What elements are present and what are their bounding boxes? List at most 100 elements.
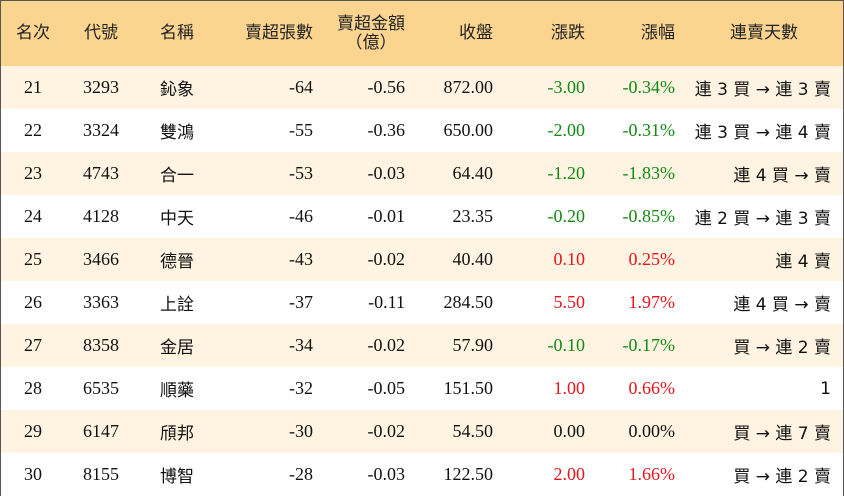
code-cell: 3363 — [83, 292, 119, 312]
header-change: 漲跌 — [551, 23, 585, 43]
change-cell: -3.00 — [547, 77, 586, 97]
net-sell-lots-cell: -30 — [289, 421, 313, 441]
table-row: 30 8155 博智 -28 -0.03 122.50 2.00 1.66% 買 → 連 2 賣 — [1, 453, 843, 496]
net-sell-amount-cell: -0.11 — [368, 292, 405, 312]
close-price-cell: 23.35 — [452, 206, 494, 226]
table-row: 29 6147 頎邦 -30 -0.02 54.50 0.00 0.00% 買 → 連 7 賣 — [1, 410, 843, 453]
streak-cell: 連 4 買 → 賣 — [733, 295, 831, 315]
net-sell-lots-cell: -37 — [289, 292, 313, 312]
header-net-sell-amount: 賣超金額 （億） — [313, 1, 415, 66]
rank-cell: 23 — [24, 163, 42, 183]
rank-cell: 24 — [24, 206, 42, 226]
change-pct-cell: 0.66% — [628, 378, 676, 398]
net-sell-amount-cell: -0.56 — [367, 77, 406, 97]
change-cell: 1.00 — [553, 378, 586, 398]
name-cell: 金居 — [160, 338, 194, 358]
rank-cell: 21 — [24, 77, 42, 97]
rank-cell: 26 — [24, 292, 42, 312]
streak-cell: 連 3 買 → 連 4 賣 — [694, 123, 831, 143]
name-cell: 頎邦 — [160, 424, 194, 444]
name-cell: 順藥 — [160, 381, 194, 401]
change-cell: -2.00 — [547, 120, 586, 140]
header-code: 代號 — [84, 23, 118, 43]
net-sell-lots-cell: -28 — [289, 464, 313, 484]
header-net-sell-amount-stack: 賣超金額 （億） — [337, 13, 405, 53]
net-sell-lots-cell: -53 — [289, 163, 313, 183]
change-pct-cell: 1.97% — [628, 292, 676, 312]
name-cell: 博智 — [160, 467, 194, 487]
name-cell: 中天 — [160, 209, 194, 229]
change-pct-cell: -0.85% — [622, 206, 676, 226]
name-cell: 鈊象 — [160, 80, 194, 100]
streak-cell: 買 → 連 2 賣 — [733, 338, 831, 358]
code-cell: 8358 — [83, 335, 119, 355]
change-pct-cell: 0.00% — [628, 421, 676, 441]
net-sell-lots-cell: -64 — [289, 77, 313, 97]
rank-cell: 25 — [24, 249, 42, 269]
table-body: 21 3293 鈊象 -64 -0.56 872.00 -3.00 -0.34% 連 3 買 →… — [1, 66, 843, 496]
net-sell-amount-cell: -0.03 — [367, 464, 406, 484]
rank-cell: 30 — [24, 464, 42, 484]
header-close: 收盤 — [459, 23, 493, 43]
streak-cell: 連 4 賣 — [775, 252, 831, 272]
streak-cell: 連 3 買 → 連 3 賣 — [694, 80, 831, 100]
header-net-sell-lots-label: 賣超張數 — [245, 23, 313, 43]
rank-cell: 28 — [24, 378, 42, 398]
net-sell-lots-cell: -34 — [289, 335, 313, 355]
change-cell: -0.20 — [547, 206, 586, 226]
rank-cell: 27 — [24, 335, 42, 355]
net-sell-amount-cell: -0.02 — [367, 421, 406, 441]
table-row: 26 3363 上詮 -37 -0.11 284.50 5.50 1.97% 連 4 買 → 賣 — [1, 281, 843, 324]
net-sell-lots-cell: -43 — [289, 249, 313, 269]
rank-cell: 22 — [24, 120, 42, 140]
table-row: 25 3466 德晉 -43 -0.02 40.40 0.10 0.25% 連 4 賣 — [1, 238, 843, 281]
net-sell-amount-cell: -0.02 — [367, 249, 406, 269]
net-sell-amount-cell: -0.03 — [367, 163, 406, 183]
change-cell: 0.00 — [553, 421, 586, 441]
streak-cell: 連 2 買 → 連 3 賣 — [694, 209, 831, 229]
code-cell: 8155 — [83, 464, 119, 484]
header-rank: 名次 — [16, 23, 50, 43]
name-cell: 上詮 — [160, 295, 194, 315]
header-change-pct: 漲幅 — [641, 23, 675, 43]
change-pct-cell: -1.83% — [622, 163, 676, 183]
code-cell: 4128 — [83, 206, 119, 226]
table-row: 28 6535 順藥 -32 -0.05 151.50 1.00 0.66% 1 — [1, 367, 843, 410]
table-row: 24 4128 中天 -46 -0.01 23.35 -0.20 -0.85% 連 2 買 → … — [1, 195, 843, 238]
net-sell-amount-cell: -0.36 — [367, 120, 406, 140]
net-sell-lots-cell: -46 — [289, 206, 313, 226]
code-cell: 6147 — [83, 421, 119, 441]
name-cell: 合一 — [160, 166, 194, 186]
net-sell-amount-cell: -0.01 — [367, 206, 406, 226]
code-cell: 3293 — [83, 77, 119, 97]
change-cell: -1.20 — [547, 163, 586, 183]
header-net-sell-amount-line1: 賣超金額 — [337, 13, 405, 34]
close-price-cell: 872.00 — [443, 77, 494, 97]
streak-cell: 買 → 連 7 賣 — [733, 424, 831, 444]
code-cell: 4743 — [83, 163, 119, 183]
name-cell: 德晉 — [160, 252, 194, 272]
streak-cell: 1 — [820, 378, 831, 399]
streak-cell: 買 → 連 2 賣 — [733, 467, 831, 487]
change-cell: 0.10 — [553, 249, 586, 269]
table-header-row: 名次 代號 名稱 賣超張數 賣超金額 （億） 收盤 漲跌 漲幅 連賣天數 — [1, 1, 843, 66]
streak-cell: 連 4 買 → 賣 — [733, 166, 831, 186]
close-price-cell: 284.50 — [443, 292, 494, 312]
close-price-cell: 122.50 — [443, 464, 494, 484]
net-sell-lots-cell: -32 — [289, 378, 313, 398]
change-pct-cell: -0.31% — [622, 120, 676, 140]
close-price-cell: 54.50 — [452, 421, 494, 441]
code-cell: 3324 — [83, 120, 119, 140]
change-cell: 2.00 — [553, 464, 586, 484]
table-row: 22 3324 雙鴻 -55 -0.36 650.00 -2.00 -0.31% 連 3 買 →… — [1, 109, 843, 152]
table-row: 23 4743 合一 -53 -0.03 64.40 -1.20 -1.83% 連 4 買 → … — [1, 152, 843, 195]
change-pct-cell: 1.66% — [628, 464, 676, 484]
change-pct-cell: 0.25% — [628, 249, 676, 269]
change-pct-cell: -0.34% — [622, 77, 676, 97]
close-price-cell: 650.00 — [443, 120, 494, 140]
header-name: 名稱 — [160, 23, 194, 43]
close-price-cell: 57.90 — [452, 335, 494, 355]
header-net-sell-amount-line2: （億） — [345, 32, 397, 53]
close-price-cell: 151.50 — [443, 378, 494, 398]
